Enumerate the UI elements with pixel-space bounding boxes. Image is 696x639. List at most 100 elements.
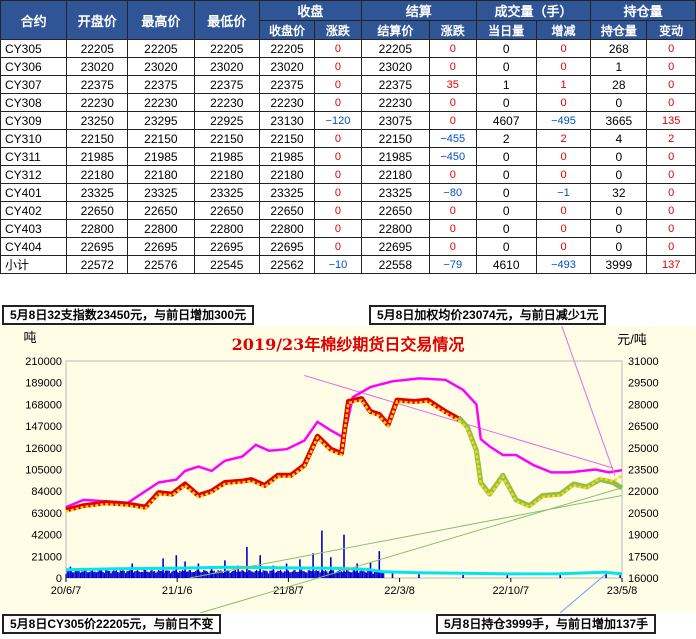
cell-vchg: 1 [535,75,592,94]
cell-cchg: 0 [314,93,362,112]
cell-high: 22230 [127,93,195,112]
cell-settle: 22650 [360,201,430,220]
cell-close: 22230 [259,93,316,112]
cell-vol: 4610 [475,255,537,274]
x-tick-label: 23/5/8 [607,585,638,597]
cell-vchg: 0 [535,219,592,238]
y-left-tick-label: 210000 [25,356,62,368]
cell-vchg: 0 [535,165,592,184]
open-interest-line [65,565,623,576]
cell-cchg: 0 [314,147,362,166]
cell-schg: 0 [428,237,477,256]
y-right-label: 元/吨 [617,332,647,347]
cell-open: 22800 [66,219,129,238]
table-row: CY306 23020 23020 23020 23020 0 23020 0 0 0 1 0 [0,57,696,76]
x-tick-label: 22/3/8 [384,585,415,597]
cell-settle: 23020 [360,57,430,76]
y-left-tick-label: 0 [56,573,62,585]
cell-c: CY403 [0,219,68,238]
cell-close: 23020 [259,57,316,76]
y-right-tick-label: 28000 [628,399,659,411]
cell-schg: −450 [428,147,477,166]
cell-schg: 0 [428,39,477,58]
cell-oi: 3999 [590,255,648,274]
table-row: CY309 23250 23295 22925 23130 −120 23075 0 4607−… [0,111,696,130]
header-settle-group: 结算 [360,0,477,21]
y-right-tick-label: 23500 [628,465,659,477]
cell-high: 22150 [127,129,195,148]
cell-high: 22650 [127,201,195,220]
table-header-sub: 收盘价 涨跌 结算价 涨跌 当日量 增减 持仓量 变动 [1,20,696,40]
header-open: 开盘价 [66,0,129,40]
cell-c: CY309 [0,111,68,130]
cell-low: 23325 [193,183,261,202]
chart-title: 2019/23年棉纱期货日交易情况 [232,335,465,354]
cell-c: 小计 [0,255,68,274]
cell-oi: 32 [590,183,648,202]
table-header-top: 合约 开盘价 最高价 最低价 收盘 结算 成交量（手） 持仓量 [0,0,696,40]
cell-oichg: 0 [646,219,696,238]
table-body: CY305 22205 22205 22205 22205 0 22205 0 0 0 268 0 CY… [0,39,696,274]
table-row: CY310 22150 22150 22150 22150 0 22150 −455 2 2 4 2 [0,129,696,148]
cell-vchg: −1 [535,183,592,202]
cell-cchg: 0 [314,39,362,58]
header-close-price: 收盘价 [259,20,316,40]
cell-low: 22230 [193,93,261,112]
cell-schg: 35 [428,75,477,94]
cell-vol: 0 [475,147,537,166]
y-right-tick-label: 20500 [628,508,659,520]
cell-close: 23130 [259,111,316,130]
cell-vchg: 2 [535,129,592,148]
cell-oichg: 0 [646,93,696,112]
cell-schg: −79 [428,255,477,274]
cell-c: CY311 [0,147,68,166]
cell-vol: 0 [475,57,537,76]
cell-vol: 0 [475,165,537,184]
cell-schg: 0 [428,219,477,238]
cell-schg: 0 [428,57,477,76]
x-tick-label: 22/10/7 [492,585,529,597]
cell-oi: 3665 [590,111,648,130]
cell-low: 22545 [193,255,261,274]
cell-settle: 22558 [360,255,430,274]
cell-oi: 0 [590,93,648,112]
cell-schg: 0 [428,201,477,220]
cell-cchg: 0 [314,165,362,184]
table-row: 小计 22572 22576 22545 22562 −10 22558 −79 4610 −49… [0,255,696,274]
cell-c: CY402 [0,201,68,220]
cell-vchg: 0 [535,93,592,112]
cell-open: 23325 [66,183,129,202]
x-tick-label: 21/8/7 [273,585,304,597]
cell-c: CY312 [0,165,68,184]
header-high: 最高价 [127,0,195,40]
cell-oichg: 0 [646,183,696,202]
cell-close: 22150 [259,129,316,148]
table-row: CY311 21985 21985 21985 21985 0 21985 −450 0 0 0 0 [0,147,696,166]
cell-high: 22205 [127,39,195,58]
cell-oichg: 135 [646,111,696,130]
cell-vol: 0 [475,219,537,238]
cell-schg: −80 [428,183,477,202]
cell-c: CY306 [0,57,68,76]
cell-high: 22576 [127,255,195,274]
cell-close: 21985 [259,147,316,166]
cell-close: 22800 [259,219,316,238]
cell-high: 22695 [127,237,195,256]
cell-low: 22650 [193,201,261,220]
cell-settle: 21985 [360,147,430,166]
cell-close: 22375 [259,75,316,94]
x-tick-label: 21/1/6 [162,585,193,597]
cell-vol: 0 [475,183,537,202]
x-tick-label: 20/6/7 [51,585,82,597]
cell-low: 22205 [193,39,261,58]
cell-oichg: 0 [646,165,696,184]
table-row: CY307 22375 22375 22375 22375 0 22375 35 1 1 28 0 [0,75,696,94]
callout-weighted-avg: 5月8日加权均价23074元，与前日减少1元 [369,305,607,325]
y-left-tick-label: 168000 [25,399,62,411]
cell-oichg: 0 [646,75,696,94]
table-row: CY312 22180 22180 22180 22180 0 22180 0 0 0 0 0 [0,165,696,184]
cell-open: 22650 [66,201,129,220]
y-left-tick-label: 105000 [25,465,62,477]
y-right-tick-label: 22000 [628,486,659,498]
cell-oichg: 2 [646,129,696,148]
